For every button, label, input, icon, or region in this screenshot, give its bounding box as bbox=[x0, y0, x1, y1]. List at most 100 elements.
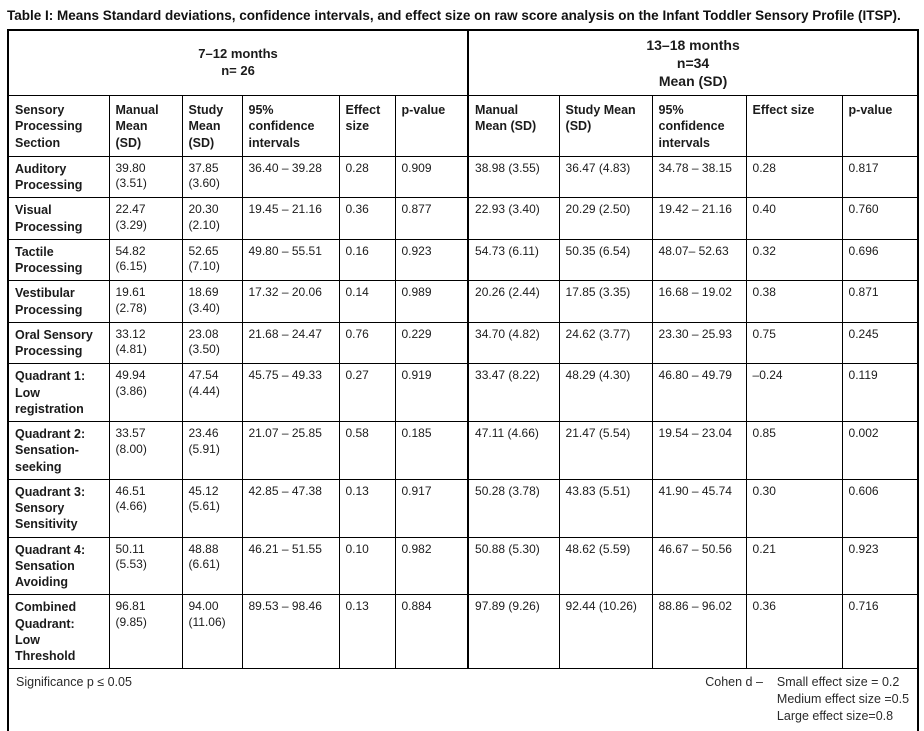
cell-confidence-interval-g2: 46.67 – 50.56 bbox=[651, 536, 747, 596]
cell-effect-size-g2: –0.24 bbox=[745, 363, 843, 423]
cell-manual-mean-g1: 22.47 (3.29) bbox=[108, 197, 183, 240]
cell-p-value-g1: 0.909 bbox=[394, 155, 469, 199]
cell-p-value-g1: 0.919 bbox=[394, 363, 469, 423]
cell-study-mean-g2: 36.47 (4.83) bbox=[558, 155, 653, 199]
cell-p-value-g2: 0.002 bbox=[841, 421, 919, 480]
group2-mean-sd-label: Mean (SD) bbox=[658, 72, 728, 89]
cell-p-value-g1: 0.923 bbox=[394, 238, 469, 282]
cell-study-mean-g1: 37.85 (3.60) bbox=[181, 155, 243, 199]
row-label-sensory-section: Tactile Processing bbox=[7, 238, 110, 282]
table-row: Auditory Processing 39.80 (3.51) 37.85 (… bbox=[7, 155, 919, 199]
cell-p-value-g1: 0.917 bbox=[394, 478, 469, 538]
cell-manual-mean-g2: 97.89 (9.26) bbox=[467, 594, 560, 670]
cell-study-mean-g1: 23.46 (5.91) bbox=[181, 421, 243, 480]
cohen-d-note: Cohen d – Small effect size = 0.2 Medium… bbox=[705, 674, 909, 725]
table-row: Quadrant 3: Sensory Sensitivity 46.51 (4… bbox=[7, 478, 919, 538]
cell-manual-mean-g1: 33.57 (8.00) bbox=[108, 421, 183, 480]
cell-effect-size-g2: 0.32 bbox=[745, 238, 843, 282]
cell-study-mean-g1: 18.69 (3.40) bbox=[181, 280, 243, 323]
cell-manual-mean-g1: 50.11 (5.53) bbox=[108, 536, 183, 596]
cell-effect-size-g2: 0.28 bbox=[745, 155, 843, 199]
cell-manual-mean-g1: 33.12 (4.81) bbox=[108, 321, 183, 365]
col-header-confidence-intervals-g1: 95% confidence intervals bbox=[241, 95, 340, 157]
cell-manual-mean-g1: 49.94 (3.86) bbox=[108, 363, 183, 423]
row-label-sensory-section: Visual Processing bbox=[7, 197, 110, 240]
cell-confidence-interval-g1: 36.40 – 39.28 bbox=[241, 155, 340, 199]
cell-manual-mean-g2: 54.73 (6.11) bbox=[467, 238, 560, 282]
cell-effect-size-g1: 0.13 bbox=[338, 594, 396, 670]
cell-manual-mean-g2: 22.93 (3.40) bbox=[467, 197, 560, 240]
cohen-d-lines: Small effect size = 0.2 Medium effect si… bbox=[777, 674, 909, 725]
cell-study-mean-g1: 94.00 (11.06) bbox=[181, 594, 243, 670]
cell-study-mean-g1: 47.54 (4.44) bbox=[181, 363, 243, 423]
col-header-sensory-section: Sensory Processing Section bbox=[7, 95, 110, 157]
cell-effect-size-g2: 0.85 bbox=[745, 421, 843, 480]
cell-study-mean-g2: 50.35 (6.54) bbox=[558, 238, 653, 282]
row-label-sensory-section: Auditory Processing bbox=[7, 155, 110, 199]
row-label-sensory-section: Quadrant 3: Sensory Sensitivity bbox=[7, 478, 110, 538]
cohen-large-effect: Large effect size=0.8 bbox=[776, 709, 894, 724]
cell-confidence-interval-g1: 21.68 – 24.47 bbox=[241, 321, 340, 365]
cell-manual-mean-g2: 47.11 (4.66) bbox=[467, 421, 560, 480]
cell-manual-mean-g2: 33.47 (8.22) bbox=[467, 363, 560, 423]
col-header-manual-mean-g2: Manual Mean (SD) bbox=[467, 95, 560, 157]
table-row: Oral Sensory Processing 33.12 (4.81) 23.… bbox=[7, 321, 919, 365]
cell-effect-size-g1: 0.13 bbox=[338, 478, 396, 538]
col-header-effect-size-g2: Effect size bbox=[745, 95, 843, 157]
cell-confidence-interval-g1: 45.75 – 49.33 bbox=[241, 363, 340, 423]
row-label-sensory-section: Oral Sensory Processing bbox=[7, 321, 110, 365]
cell-effect-size-g2: 0.38 bbox=[745, 280, 843, 323]
cell-confidence-interval-g1: 19.45 – 21.16 bbox=[241, 197, 340, 240]
cell-p-value-g1: 0.877 bbox=[394, 197, 469, 240]
cell-p-value-g2: 0.245 bbox=[841, 321, 919, 365]
cell-manual-mean-g2: 20.26 (2.44) bbox=[467, 280, 560, 323]
cell-p-value-g2: 0.119 bbox=[841, 363, 919, 423]
cell-study-mean-g1: 48.88 (6.61) bbox=[181, 536, 243, 596]
col-header-confidence-intervals-g2: 95% confidence intervals bbox=[651, 95, 747, 157]
col-header-p-value-g1: p-value bbox=[394, 95, 469, 157]
cohen-medium-effect: Medium effect size =0.5 bbox=[776, 692, 910, 707]
group-header-13-18-months: 13–18 months n=34 Mean (SD) bbox=[467, 29, 919, 97]
column-header-row: Sensory Processing Section Manual Mean (… bbox=[7, 95, 919, 157]
cell-p-value-g2: 0.716 bbox=[841, 594, 919, 670]
group2-age-range: 13–18 months bbox=[646, 36, 740, 53]
row-label-sensory-section: Quadrant 1: Low registration bbox=[7, 363, 110, 423]
cell-effect-size-g1: 0.16 bbox=[338, 238, 396, 282]
cell-manual-mean-g1: 39.80 (3.51) bbox=[108, 155, 183, 199]
group-header-7-12-months: 7–12 months n= 26 bbox=[7, 29, 469, 97]
cell-p-value-g2: 0.696 bbox=[841, 238, 919, 282]
cell-p-value-g1: 0.989 bbox=[394, 280, 469, 323]
row-label-sensory-section: Quadrant 2: Sensation-seeking bbox=[7, 421, 110, 480]
table-footnote-cell: Significance p ≤ 0.05 Cohen d – Small ef… bbox=[7, 668, 919, 731]
cell-confidence-interval-g1: 89.53 – 98.46 bbox=[241, 594, 340, 670]
cell-confidence-interval-g2: 23.30 – 25.93 bbox=[651, 321, 747, 365]
cohen-small-effect: Small effect size = 0.2 bbox=[776, 675, 900, 690]
cell-effect-size-g1: 0.58 bbox=[338, 421, 396, 480]
cell-effect-size-g1: 0.27 bbox=[338, 363, 396, 423]
cell-confidence-interval-g2: 19.54 – 23.04 bbox=[651, 421, 747, 480]
cell-manual-mean-g2: 50.88 (5.30) bbox=[467, 536, 560, 596]
cell-confidence-interval-g2: 34.78 – 38.15 bbox=[651, 155, 747, 199]
cell-p-value-g2: 0.871 bbox=[841, 280, 919, 323]
group1-sample-size: n= 26 bbox=[221, 62, 255, 78]
cell-study-mean-g2: 20.29 (2.50) bbox=[558, 197, 653, 240]
significance-note: Significance p ≤ 0.05 bbox=[16, 675, 132, 690]
cell-confidence-interval-g1: 49.80 – 55.51 bbox=[241, 238, 340, 282]
cell-confidence-interval-g2: 16.68 – 19.02 bbox=[651, 280, 747, 323]
cell-manual-mean-g2: 50.28 (3.78) bbox=[467, 478, 560, 538]
cell-confidence-interval-g2: 46.80 – 49.79 bbox=[651, 363, 747, 423]
cell-p-value-g2: 0.817 bbox=[841, 155, 919, 199]
cell-manual-mean-g1: 19.61 (2.78) bbox=[108, 280, 183, 323]
table-row: Visual Processing 22.47 (3.29) 20.30 (2.… bbox=[7, 197, 919, 240]
cell-effect-size-g2: 0.36 bbox=[745, 594, 843, 670]
cell-effect-size-g2: 0.40 bbox=[745, 197, 843, 240]
cell-study-mean-g2: 48.29 (4.30) bbox=[558, 363, 653, 423]
cell-effect-size-g1: 0.14 bbox=[338, 280, 396, 323]
col-header-p-value-g2: p-value bbox=[841, 95, 919, 157]
cell-study-mean-g2: 92.44 (10.26) bbox=[558, 594, 653, 670]
cell-confidence-interval-g1: 42.85 – 47.38 bbox=[241, 478, 340, 538]
table-body: Auditory Processing 39.80 (3.51) 37.85 (… bbox=[7, 155, 919, 670]
cell-confidence-interval-g2: 41.90 – 45.74 bbox=[651, 478, 747, 538]
cell-manual-mean-g1: 46.51 (4.66) bbox=[108, 478, 183, 538]
